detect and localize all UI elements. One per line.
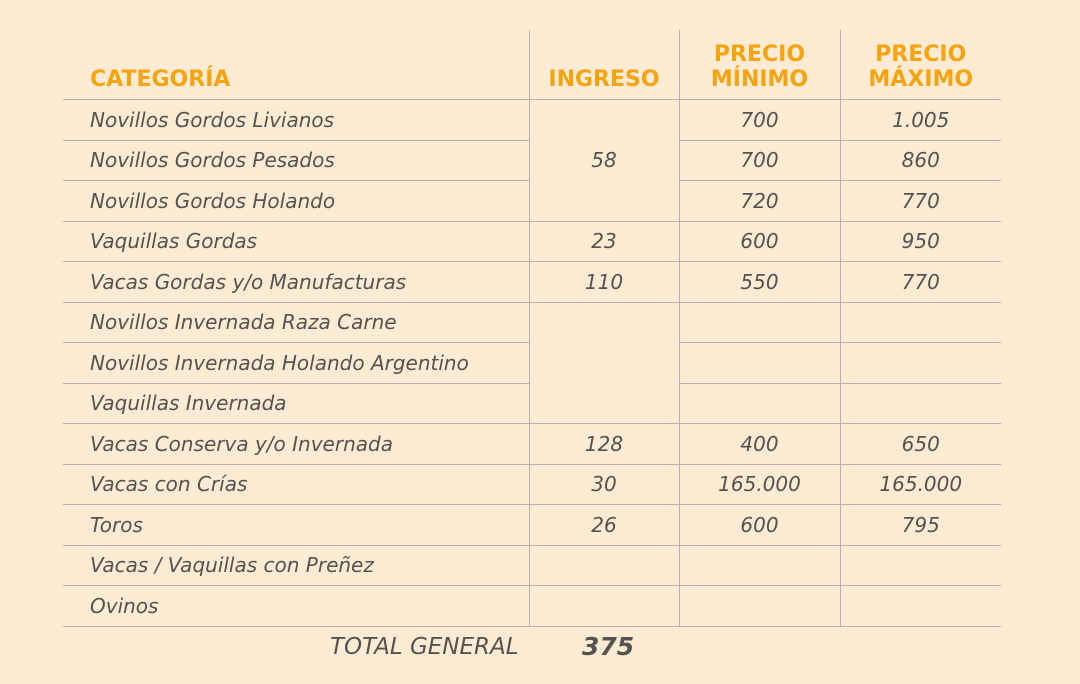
row-categoria: Novillos Invernada Raza Carne (63, 302, 529, 343)
header-ingreso: INGRESO (528, 30, 679, 100)
row-maximo: 1.005 (839, 99, 1001, 141)
row-minimo: 720 (678, 180, 840, 222)
row-minimo (678, 302, 840, 343)
row-minimo: 700 (678, 140, 840, 181)
table-row: Vacas Conserva y/o Invernada 128 400 650 (63, 423, 1001, 465)
total-general: TOTAL GENERAL 375 (0, 632, 1080, 668)
header-precio-minimo-line2: MÍNIMO (710, 67, 809, 92)
row-maximo: 650 (839, 423, 1001, 465)
row-categoria: Vacas Gordas y/o Manufacturas (63, 261, 529, 303)
row-maximo: 795 (839, 504, 1001, 546)
row-maximo (839, 383, 1001, 424)
table-row: Vaquillas Gordas 23 600 950 (63, 221, 1001, 262)
table-header-row: CATEGORÍA INGRESO PRECIO MÍNIMO PRECIO M… (63, 30, 1001, 100)
table-row: Novillos Gordos Pesados 700 860 (63, 140, 1001, 181)
row-minimo: 600 (678, 221, 840, 262)
table-row: Vaquillas Invernada (63, 383, 1001, 424)
row-maximo: 860 (839, 140, 1001, 181)
total-label: TOTAL GENERAL (330, 634, 519, 660)
row-categoria: Novillos Gordos Pesados (63, 140, 529, 181)
row-categoria: Novillos Invernada Holando Argentino (63, 342, 529, 384)
row-minimo: 700 (678, 99, 840, 141)
row-ingreso-group (528, 302, 679, 424)
row-maximo: 770 (839, 180, 1001, 222)
row-ingreso: 110 (528, 261, 679, 303)
price-table: CATEGORÍA INGRESO PRECIO MÍNIMO PRECIO M… (63, 30, 1001, 627)
row-ingreso (528, 585, 679, 627)
row-maximo (839, 585, 1001, 627)
row-categoria: Vaquillas Gordas (63, 221, 529, 262)
row-minimo: 165.000 (678, 464, 840, 505)
row-maximo (839, 342, 1001, 384)
row-categoria: Novillos Gordos Holando (63, 180, 529, 222)
row-maximo: 950 (839, 221, 1001, 262)
table-row: Novillos Gordos Holando 720 770 (63, 180, 1001, 222)
price-table-container: CATEGORÍA INGRESO PRECIO MÍNIMO PRECIO M… (63, 30, 1001, 627)
row-categoria: Novillos Gordos Livianos (63, 99, 529, 141)
row-maximo (839, 545, 1001, 586)
row-ingreso: 26 (528, 504, 679, 546)
row-minimo (678, 545, 840, 586)
table-row: Vacas / Vaquillas con Preñez (63, 545, 1001, 586)
row-categoria: Vacas / Vaquillas con Preñez (63, 545, 529, 586)
table-row: Novillos Invernada Raza Carne (63, 302, 1001, 424)
row-minimo (678, 585, 840, 627)
row-categoria: Vacas con Crías (63, 464, 529, 505)
table-row: Ovinos (63, 585, 1001, 627)
header-categoria: CATEGORÍA (63, 30, 529, 100)
header-precio-minimo: PRECIO MÍNIMO (678, 30, 840, 100)
table-row: Novillos Invernada Holando Argentino (63, 342, 1001, 384)
header-precio-minimo-line1: PRECIO (713, 42, 806, 67)
header-precio-maximo: PRECIO MÁXIMO (839, 30, 1001, 100)
row-minimo (678, 342, 840, 384)
table-row: Vacas Gordas y/o Manufacturas 110 550 77… (63, 261, 1001, 303)
row-minimo: 550 (678, 261, 840, 303)
total-value: 375 (582, 632, 635, 661)
table-row: Novillos Gordos Livianos 58 700 1.005 (63, 99, 1001, 222)
row-minimo: 600 (678, 504, 840, 546)
row-maximo (839, 302, 1001, 343)
row-ingreso: 30 (528, 464, 679, 505)
row-minimo (678, 383, 840, 424)
row-maximo: 770 (839, 261, 1001, 303)
row-maximo: 165.000 (839, 464, 1001, 505)
table-row: Vacas con Crías 30 165.000 165.000 (63, 464, 1001, 505)
row-ingreso: 23 (528, 221, 679, 262)
row-categoria: Ovinos (63, 585, 529, 627)
row-categoria: Toros (63, 504, 529, 546)
row-minimo: 400 (678, 423, 840, 465)
row-categoria: Vaquillas Invernada (63, 383, 529, 424)
row-ingreso-group: 58 (528, 99, 679, 222)
table-row: Toros 26 600 795 (63, 504, 1001, 546)
row-categoria: Vacas Conserva y/o Invernada (63, 423, 529, 465)
header-precio-maximo-line1: PRECIO (875, 42, 967, 67)
row-ingreso: 128 (528, 423, 679, 465)
row-ingreso (528, 545, 679, 586)
header-precio-maximo-line2: MÁXIMO (868, 67, 974, 92)
